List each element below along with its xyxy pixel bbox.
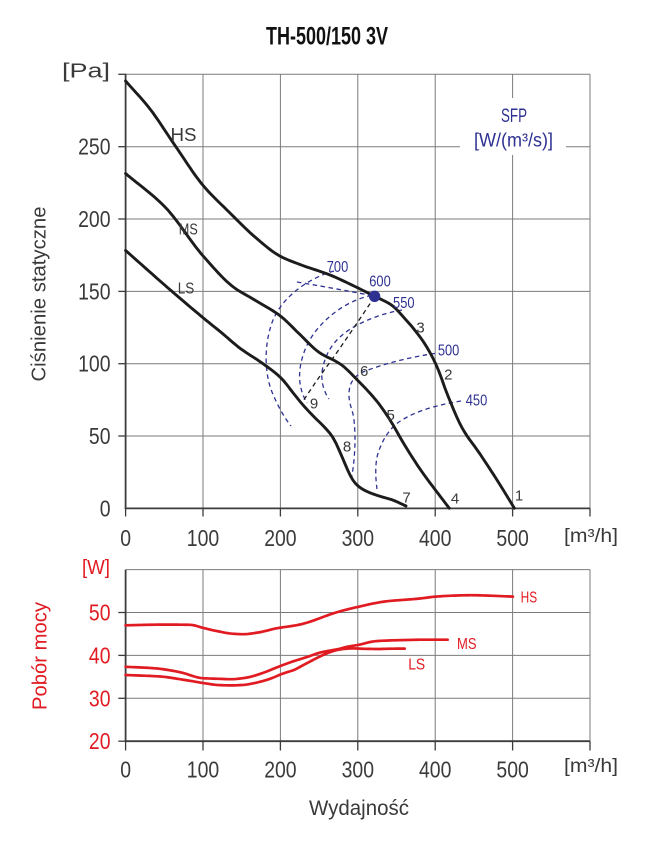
svg-text:50: 50 (89, 423, 111, 449)
svg-text:500: 500 (496, 756, 528, 782)
svg-text:550: 550 (393, 295, 415, 312)
svg-text:100: 100 (187, 756, 219, 782)
svg-text:[W]: [W] (82, 557, 110, 579)
svg-text:250: 250 (78, 134, 110, 160)
svg-text:6: 6 (360, 363, 368, 380)
svg-text:Wydajność: Wydajność (309, 797, 409, 820)
svg-text:TH-500/150 3V: TH-500/150 3V (266, 23, 388, 51)
svg-text:Ciśnienie statyczne: Ciśnienie statyczne (29, 207, 51, 382)
svg-text:300: 300 (342, 756, 374, 782)
svg-text:9: 9 (310, 396, 318, 413)
svg-text:[m³/h]: [m³/h] (564, 526, 618, 547)
svg-text:40: 40 (89, 642, 111, 668)
svg-text:100: 100 (78, 351, 110, 377)
svg-text:500: 500 (496, 525, 528, 551)
svg-text:400: 400 (419, 525, 451, 551)
svg-text:LS: LS (408, 657, 425, 674)
svg-text:150: 150 (78, 278, 110, 304)
svg-text:8: 8 (343, 439, 351, 456)
svg-text:LS: LS (178, 280, 195, 297)
svg-text:[Pa]: [Pa] (62, 61, 110, 83)
svg-text:HS: HS (171, 125, 197, 145)
svg-text:[W/(m³/s)]: [W/(m³/s)] (474, 130, 553, 152)
svg-text:0: 0 (120, 525, 131, 551)
svg-text:400: 400 (419, 756, 451, 782)
svg-text:4: 4 (451, 490, 459, 507)
svg-text:200: 200 (264, 756, 296, 782)
svg-text:700: 700 (327, 259, 349, 276)
svg-text:SFP: SFP (501, 105, 527, 127)
svg-text:200: 200 (264, 525, 296, 551)
svg-text:20: 20 (89, 728, 111, 754)
svg-text:50: 50 (89, 600, 111, 626)
svg-text:5: 5 (387, 407, 395, 424)
svg-text:HS: HS (521, 590, 538, 607)
svg-text:0: 0 (120, 756, 131, 782)
svg-text:300: 300 (342, 525, 374, 551)
svg-text:500: 500 (438, 343, 460, 360)
svg-text:100: 100 (187, 525, 219, 551)
svg-text:7: 7 (402, 490, 410, 507)
svg-text:0: 0 (100, 495, 111, 521)
svg-text:MS: MS (179, 221, 198, 238)
svg-text:30: 30 (89, 685, 111, 711)
svg-text:2: 2 (444, 366, 452, 383)
svg-text:200: 200 (78, 206, 110, 232)
svg-text:Pobór mocy: Pobór mocy (30, 602, 52, 710)
svg-text:3: 3 (416, 320, 424, 337)
svg-text:450: 450 (466, 393, 488, 410)
svg-text:1: 1 (515, 487, 523, 504)
svg-text:MS: MS (457, 636, 477, 653)
svg-text:600: 600 (369, 273, 391, 290)
svg-text:[m³/h]: [m³/h] (564, 756, 618, 777)
